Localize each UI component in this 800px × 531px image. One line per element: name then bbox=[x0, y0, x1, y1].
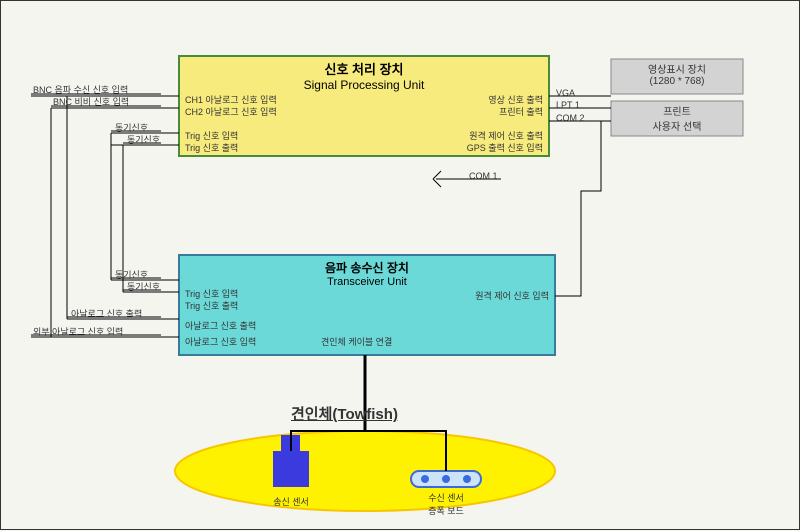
xcvr-trig-out: Trig 신호 출력 bbox=[185, 299, 238, 312]
conn-lpt1: LPT 1 bbox=[556, 100, 580, 110]
printer-line2: 사용자 선택 bbox=[611, 118, 743, 133]
xcvr-title-kr: 음파 송수신 장치 bbox=[179, 259, 555, 276]
tx-sensor-body bbox=[273, 451, 309, 487]
ext-sync2: 동기신호 bbox=[127, 133, 160, 146]
xcvr-remote-in: 원격 제어 신호 입력 bbox=[401, 289, 549, 302]
spu-gps: GPS 출력 신호 입력 bbox=[401, 141, 543, 154]
towfish-label: 견인체(Towfish) bbox=[291, 403, 398, 424]
display-line1: 영상표시 장치 bbox=[611, 61, 743, 76]
conn-com2: COM 2 bbox=[556, 113, 585, 123]
spu-title-en: Signal Processing Unit bbox=[179, 78, 549, 92]
printer-line1: 프린트 bbox=[611, 103, 743, 118]
conn-vga: VGA bbox=[556, 88, 575, 98]
xcvr-cable: 견인체 케이블 연결 bbox=[321, 335, 392, 348]
spu-trig-out: Trig 신호 출력 bbox=[185, 141, 238, 154]
rx-sensor-line2: 증폭 보드 bbox=[415, 504, 477, 517]
spu-title-kr: 신호 처리 장치 bbox=[179, 59, 549, 78]
spu-ch2: CH2 아날로그 신호 입력 bbox=[185, 105, 277, 118]
rx-sensor-line1: 수신 센서 bbox=[415, 491, 477, 504]
ext-analog-in: 외부 아날로그 신호 입력 bbox=[33, 325, 123, 338]
ext-sync4: 동기신호 bbox=[127, 280, 160, 293]
tx-sensor-label: 송신 센서 bbox=[259, 495, 323, 508]
ext-analog-out: 아날로그 신호 출력 bbox=[71, 307, 142, 320]
spu-printer: 프린터 출력 bbox=[401, 105, 543, 118]
conn-com1: COM 1 bbox=[469, 171, 498, 181]
ext-bnc-bebi: BNC 비비 신호 입력 bbox=[53, 95, 129, 108]
display-line2: (1280 * 768) bbox=[611, 76, 743, 87]
towfish-ellipse bbox=[175, 431, 555, 511]
xcvr-analog-in: 아날로그 신호 입력 bbox=[185, 335, 256, 348]
xcvr-analog-out: 아날로그 신호 출력 bbox=[185, 319, 256, 332]
